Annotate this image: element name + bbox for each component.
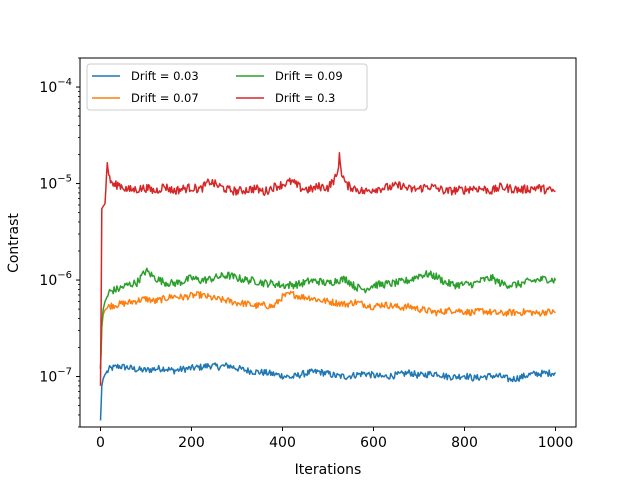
y-axis-label: Contrast	[6, 213, 22, 273]
legend-label: Drift = 0.03	[131, 69, 199, 83]
y-axis: 10−7 10−6 10−5 10−4	[39, 57, 80, 428]
x-tick-label: 800	[451, 435, 478, 451]
y-tick-label: 10−6	[39, 270, 72, 289]
x-tick-label: 0	[96, 435, 105, 451]
legend-label: Drift = 0.3	[275, 91, 335, 105]
legend-label: Drift = 0.07	[131, 91, 199, 105]
series-line	[99, 362, 557, 421]
legend: Drift = 0.03 Drift = 0.07 Drift = 0.09 Drif…	[86, 63, 368, 111]
legend-box	[86, 63, 368, 111]
x-tick-label: 400	[269, 435, 296, 451]
series-line	[99, 152, 556, 386]
x-axis-label: Iterations	[295, 462, 362, 478]
series-line	[99, 290, 556, 369]
series-line	[99, 267, 557, 369]
x-axis: 0 200 400 600 800 1000	[96, 427, 573, 451]
y-tick-label: 10−7	[39, 367, 72, 386]
y-tick-label: 10−4	[39, 77, 72, 96]
x-tick-label: 200	[178, 435, 205, 451]
x-tick-label: 1000	[538, 435, 574, 451]
legend-label: Drift = 0.09	[275, 69, 343, 83]
y-tick-label: 10−5	[39, 174, 72, 193]
x-tick-label: 600	[360, 435, 387, 451]
series-layer	[99, 152, 557, 421]
plot-frame	[79, 57, 577, 428]
